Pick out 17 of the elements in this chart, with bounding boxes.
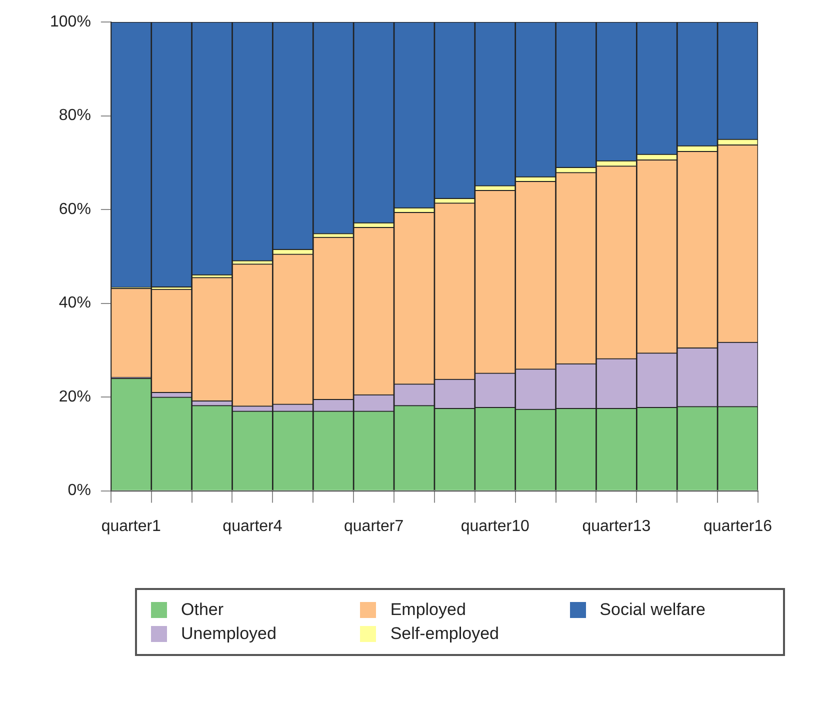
x-tick-label: quarter13: [582, 518, 651, 535]
x-tick-label: quarter10: [460, 518, 530, 535]
legend-label: Unemployed: [181, 624, 276, 644]
y-tick-label: 20%: [58, 388, 91, 406]
y-tick-label: 100%: [50, 13, 91, 30]
x-tick-label: quarter1: [101, 518, 162, 535]
y-tick-label: 40%: [58, 294, 91, 312]
legend-label: Other: [181, 600, 224, 620]
y-tick-label: 0%: [68, 482, 91, 500]
y-tick-label: 60%: [58, 200, 91, 218]
x-tick-label: quarter16: [704, 518, 772, 535]
x-tick-label: quarter7: [344, 518, 404, 535]
legend-label: Employed: [390, 600, 466, 620]
legend-label: Self-employed: [390, 624, 499, 644]
x-tick-label: quarter4: [222, 518, 282, 535]
legend-label: Social welfare: [600, 600, 706, 620]
y-tick-label: 80%: [58, 107, 91, 124]
